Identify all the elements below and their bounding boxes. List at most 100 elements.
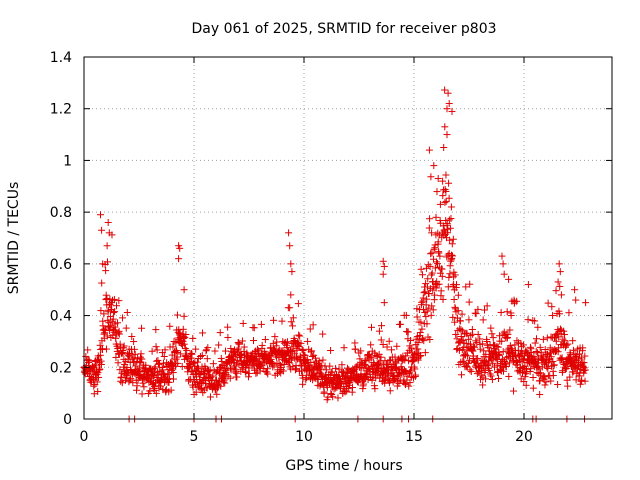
data-point <box>555 260 563 268</box>
data-point <box>447 215 455 223</box>
data-point <box>522 381 530 389</box>
data-point <box>521 373 529 381</box>
data-point <box>110 295 118 303</box>
data-point <box>469 347 477 355</box>
data-point <box>226 374 234 382</box>
data-point <box>310 374 318 382</box>
data-point <box>439 295 447 303</box>
data-point <box>187 349 195 357</box>
data-point <box>306 325 314 333</box>
data-point <box>411 350 419 358</box>
data-point <box>160 352 168 360</box>
data-point <box>203 355 211 363</box>
data-point <box>495 352 503 360</box>
data-point <box>465 298 473 306</box>
data-point <box>147 376 155 384</box>
data-point <box>169 343 177 351</box>
data-point <box>534 349 542 357</box>
data-point <box>127 375 135 383</box>
data-point <box>279 367 287 375</box>
data-point <box>401 380 409 388</box>
data-point <box>167 386 175 394</box>
data-point <box>270 361 278 369</box>
data-point <box>152 389 160 397</box>
data-point <box>456 317 464 325</box>
data-point <box>426 215 434 223</box>
data-point <box>378 322 386 330</box>
data-point <box>541 373 549 381</box>
data-point <box>253 345 261 353</box>
data-point <box>332 364 340 372</box>
data-point <box>531 355 539 363</box>
data-point <box>109 331 117 339</box>
data-point <box>554 278 562 286</box>
data-point <box>217 382 225 390</box>
data-point <box>112 302 120 310</box>
data-point <box>344 385 352 393</box>
data-point <box>379 340 387 348</box>
data-point <box>392 364 400 372</box>
data-point <box>114 329 122 337</box>
data-point <box>119 314 127 322</box>
data-point <box>159 366 167 374</box>
data-point <box>220 378 228 386</box>
data-point <box>462 283 470 291</box>
data-point <box>272 342 280 350</box>
data-point <box>286 304 294 312</box>
data-point <box>464 359 472 367</box>
data-point <box>550 361 558 369</box>
data-point <box>215 341 223 349</box>
data-point <box>531 339 539 347</box>
data-point <box>301 351 309 359</box>
data-point <box>478 340 486 348</box>
data-point <box>227 344 235 352</box>
data-point <box>97 360 105 368</box>
y-tick-label: 0.4 <box>50 309 72 325</box>
data-point <box>445 194 453 202</box>
data-point <box>304 337 312 345</box>
data-point <box>404 328 412 336</box>
data-point <box>134 354 142 362</box>
data-point <box>474 330 482 338</box>
data-point <box>182 352 190 360</box>
data-point <box>111 308 119 316</box>
data-point <box>541 381 549 389</box>
data-point <box>531 317 539 325</box>
data-point <box>414 339 422 347</box>
data-point <box>549 311 557 319</box>
data-point <box>417 351 425 359</box>
data-point <box>367 354 375 362</box>
data-point <box>299 347 307 355</box>
data-point <box>576 380 584 388</box>
data-point <box>581 377 589 385</box>
data-point <box>174 359 182 367</box>
data-point <box>544 365 552 373</box>
data-point <box>445 273 453 281</box>
data-point <box>115 297 123 305</box>
data-point <box>580 369 588 377</box>
data-point <box>314 375 322 383</box>
data-point <box>361 357 369 365</box>
data-point <box>442 187 450 195</box>
data-point <box>234 338 242 346</box>
data-point <box>379 270 387 278</box>
data-point <box>561 337 569 345</box>
data-point <box>507 311 515 319</box>
data-point <box>420 305 428 313</box>
data-point <box>333 384 341 392</box>
y-tick-label: 1.4 <box>50 50 72 66</box>
data-point <box>436 200 444 208</box>
data-point <box>370 382 378 390</box>
data-point <box>372 352 380 360</box>
data-point <box>166 322 174 330</box>
data-point <box>104 306 112 314</box>
data-point <box>209 372 217 380</box>
data-point <box>151 386 159 394</box>
data-point <box>506 342 514 350</box>
data-point <box>444 89 452 97</box>
data-point <box>558 354 566 362</box>
data-point <box>412 371 420 379</box>
data-point <box>169 375 177 383</box>
data-point <box>164 370 172 378</box>
